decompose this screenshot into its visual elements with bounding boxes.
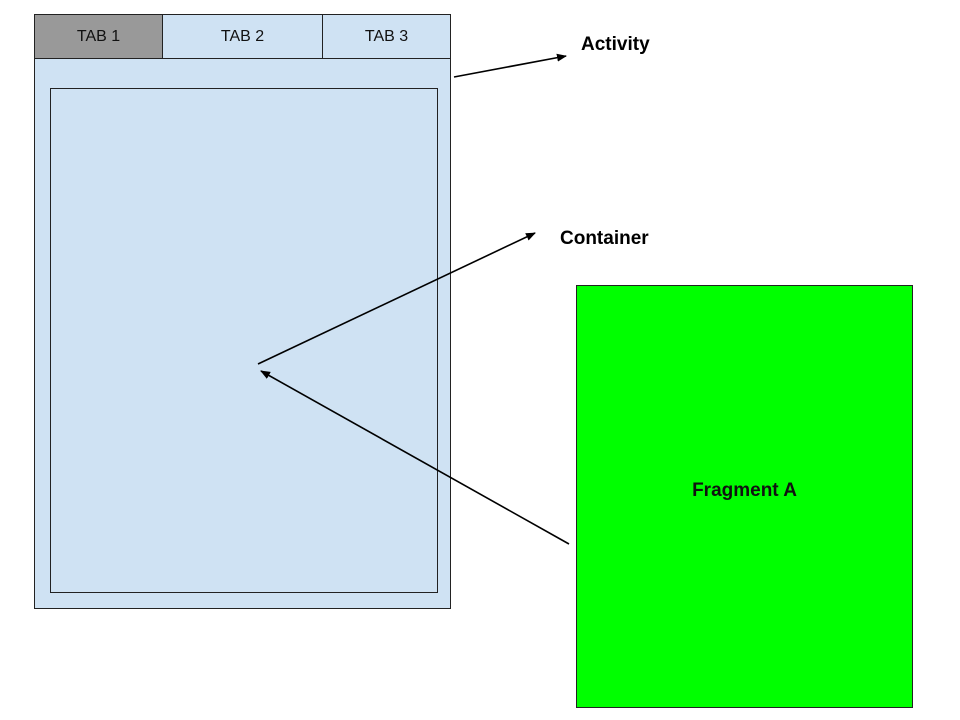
container-label: Container	[560, 228, 649, 249]
tab-2-label: TAB 2	[220, 27, 265, 45]
tab-2[interactable]: TAB 2	[162, 14, 323, 59]
tab-1-label: TAB 1	[76, 27, 121, 45]
activity-arrow	[453, 53, 567, 78]
fragment-a-box: Fragment A	[576, 285, 913, 708]
fragment-a-label: Fragment A	[692, 479, 797, 501]
tab-1[interactable]: TAB 1	[34, 14, 163, 59]
container-box	[50, 88, 438, 593]
activity-label: Activity	[581, 34, 650, 55]
tab-3[interactable]: TAB 3	[322, 14, 451, 59]
tab-3-label: TAB 3	[364, 27, 409, 45]
